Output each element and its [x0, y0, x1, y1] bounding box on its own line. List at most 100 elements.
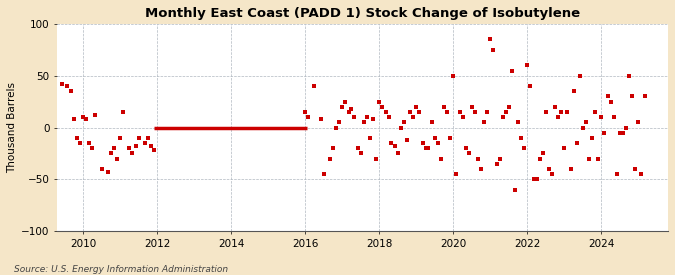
Point	[111, 156, 122, 161]
Point	[334, 120, 345, 125]
Point	[599, 131, 610, 135]
Point	[525, 84, 536, 88]
Point	[389, 144, 400, 148]
Point	[80, 117, 91, 122]
Point	[571, 141, 582, 145]
Point	[608, 115, 619, 119]
Point	[500, 110, 511, 114]
Point	[578, 125, 589, 130]
Point	[587, 136, 597, 140]
Text: Source: U.S. Energy Information Administration: Source: U.S. Energy Information Administ…	[14, 265, 227, 274]
Point	[454, 110, 465, 114]
Point	[497, 115, 508, 119]
Point	[396, 125, 406, 130]
Point	[506, 68, 517, 73]
Point	[445, 136, 456, 140]
Point	[516, 136, 526, 140]
Point	[534, 156, 545, 161]
Point	[315, 117, 326, 122]
Point	[343, 110, 354, 114]
Point	[300, 110, 310, 114]
Point	[392, 151, 403, 156]
Point	[75, 141, 86, 145]
Point	[337, 104, 348, 109]
Point	[50, 58, 61, 62]
Point	[319, 172, 329, 176]
Point	[494, 156, 505, 161]
Point	[115, 136, 126, 140]
Point	[485, 37, 495, 42]
Point	[103, 170, 113, 174]
Point	[145, 144, 156, 148]
Point	[117, 110, 128, 114]
Point	[491, 162, 502, 166]
Point	[627, 94, 638, 99]
Point	[519, 146, 530, 150]
Point	[466, 104, 477, 109]
Point	[636, 172, 647, 176]
Point	[469, 110, 480, 114]
Point	[562, 110, 573, 114]
Point	[457, 115, 468, 119]
Point	[327, 146, 338, 150]
Point	[96, 167, 107, 171]
Point	[399, 120, 410, 125]
Point	[451, 172, 462, 176]
Point	[408, 115, 418, 119]
Point	[488, 48, 499, 52]
Y-axis label: Thousand Barrels: Thousand Barrels	[7, 82, 17, 173]
Point	[433, 141, 443, 145]
Point	[618, 131, 628, 135]
Point	[148, 148, 159, 153]
Point	[429, 136, 440, 140]
Point	[479, 120, 489, 125]
Point	[362, 115, 373, 119]
Point	[464, 151, 475, 156]
Point	[331, 125, 342, 130]
Point	[537, 151, 548, 156]
Point	[130, 144, 141, 148]
Point	[590, 110, 601, 114]
Point	[325, 156, 335, 161]
Point	[510, 188, 520, 192]
Point	[377, 104, 387, 109]
Point	[140, 141, 151, 145]
Point	[435, 156, 446, 161]
Point	[368, 117, 379, 122]
Point	[441, 110, 452, 114]
Point	[476, 167, 487, 171]
Point	[402, 138, 412, 142]
Point	[340, 100, 350, 104]
Point	[630, 167, 641, 171]
Point	[559, 146, 570, 150]
Point	[109, 146, 119, 150]
Point	[133, 136, 144, 140]
Point	[68, 117, 79, 122]
Point	[556, 110, 567, 114]
Point	[549, 104, 560, 109]
Point	[580, 120, 591, 125]
Point	[513, 120, 524, 125]
Point	[553, 115, 564, 119]
Point	[593, 156, 604, 161]
Point	[87, 146, 98, 150]
Point	[543, 167, 554, 171]
Point	[547, 172, 558, 176]
Point	[574, 73, 585, 78]
Point	[420, 146, 431, 150]
Point	[349, 115, 360, 119]
Point	[90, 113, 101, 117]
Point	[380, 110, 391, 114]
Point	[423, 146, 434, 150]
Point	[639, 94, 650, 99]
Point	[78, 115, 88, 119]
Point	[386, 141, 397, 145]
Point	[72, 136, 82, 140]
Point	[584, 156, 595, 161]
Point	[633, 120, 644, 125]
Point	[65, 89, 76, 94]
Point	[62, 84, 73, 88]
Point	[541, 110, 551, 114]
Point	[439, 104, 450, 109]
Point	[84, 141, 95, 145]
